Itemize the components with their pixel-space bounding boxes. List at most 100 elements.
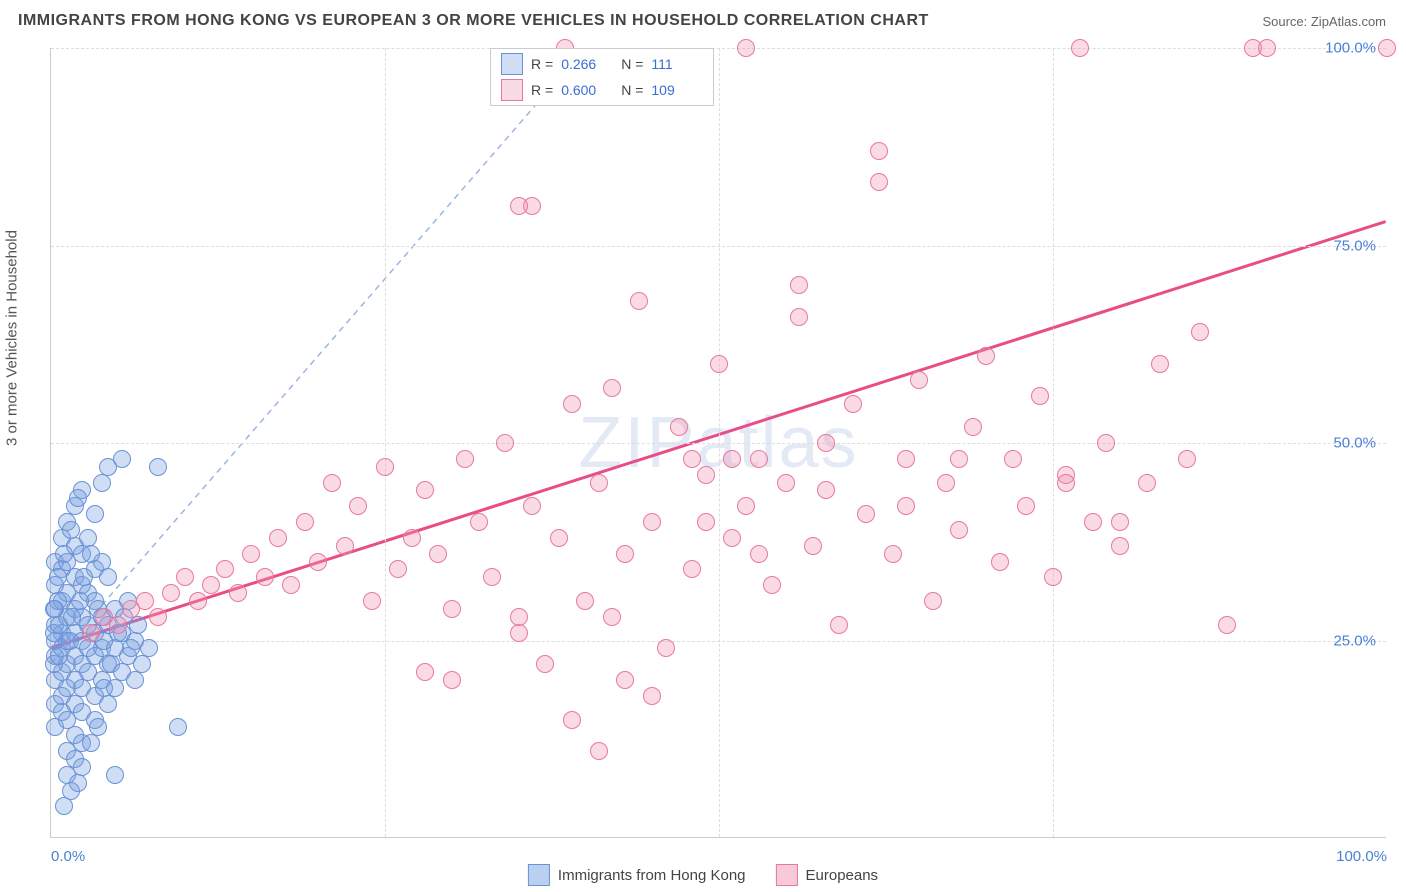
legend-swatch (501, 53, 523, 75)
scatter-marker-hk (129, 616, 147, 634)
scatter-marker-eu (1378, 39, 1396, 57)
scatter-marker-hk (93, 474, 111, 492)
scatter-marker-eu (857, 505, 875, 523)
scatter-marker-hk (99, 568, 117, 586)
scatter-marker-eu (750, 545, 768, 563)
scatter-marker-eu (1111, 537, 1129, 555)
scatter-marker-eu (737, 39, 755, 57)
scatter-marker-eu (643, 513, 661, 531)
scatter-marker-eu (282, 576, 300, 594)
gridline-vertical (719, 48, 720, 837)
chart-title: IMMIGRANTS FROM HONG KONG VS EUROPEAN 3 … (18, 12, 929, 30)
scatter-marker-eu (991, 553, 1009, 571)
scatter-marker-eu (216, 560, 234, 578)
scatter-marker-eu (1044, 568, 1062, 586)
scatter-marker-eu (550, 529, 568, 547)
scatter-marker-eu (363, 592, 381, 610)
scatter-marker-eu (336, 537, 354, 555)
scatter-marker-eu (643, 687, 661, 705)
series-legend-label: Immigrants from Hong Kong (558, 867, 746, 884)
scatter-marker-hk (55, 797, 73, 815)
scatter-marker-hk (102, 655, 120, 673)
scatter-marker-eu (1178, 450, 1196, 468)
gridline-vertical (1053, 48, 1054, 837)
scatter-marker-eu (176, 568, 194, 586)
scatter-marker-eu (884, 545, 902, 563)
y-tick-label: 50.0% (1333, 435, 1376, 452)
legend-r-value: 0.600 (561, 82, 613, 98)
scatter-marker-eu (470, 513, 488, 531)
scatter-marker-eu (1084, 513, 1102, 531)
x-tick-label: 100.0% (1336, 848, 1387, 865)
scatter-marker-eu (510, 624, 528, 642)
x-tick-label: 0.0% (51, 848, 85, 865)
scatter-marker-eu (603, 608, 621, 626)
scatter-marker-eu (1004, 450, 1022, 468)
scatter-marker-eu (723, 529, 741, 547)
scatter-marker-hk (82, 734, 100, 752)
scatter-marker-hk (55, 545, 73, 563)
scatter-marker-eu (510, 608, 528, 626)
scatter-marker-eu (750, 450, 768, 468)
scatter-marker-eu (1017, 497, 1035, 515)
scatter-marker-eu (590, 474, 608, 492)
scatter-marker-eu (817, 434, 835, 452)
scatter-marker-eu (910, 371, 928, 389)
scatter-marker-hk (50, 647, 68, 665)
scatter-marker-eu (136, 592, 154, 610)
scatter-marker-eu (82, 624, 100, 642)
scatter-marker-eu (683, 450, 701, 468)
scatter-marker-eu (844, 395, 862, 413)
scatter-marker-eu (683, 560, 701, 578)
scatter-marker-eu (1097, 434, 1115, 452)
scatter-marker-eu (189, 592, 207, 610)
scatter-marker-eu (1071, 39, 1089, 57)
scatter-marker-eu (763, 576, 781, 594)
scatter-marker-hk (99, 695, 117, 713)
scatter-marker-eu (349, 497, 367, 515)
scatter-marker-hk (122, 639, 140, 657)
scatter-marker-eu (510, 197, 528, 215)
scatter-marker-eu (1031, 387, 1049, 405)
scatter-marker-hk (71, 592, 89, 610)
scatter-marker-eu (523, 497, 541, 515)
y-tick-label: 25.0% (1333, 632, 1376, 649)
scatter-marker-eu (870, 142, 888, 160)
scatter-marker-eu (590, 742, 608, 760)
scatter-marker-eu (563, 395, 581, 413)
scatter-marker-eu (710, 355, 728, 373)
scatter-marker-eu (242, 545, 260, 563)
scatter-marker-hk (106, 766, 124, 784)
scatter-marker-hk (82, 545, 100, 563)
scatter-marker-hk (169, 718, 187, 736)
scatter-marker-eu (576, 592, 594, 610)
scatter-marker-eu (977, 347, 995, 365)
scatter-marker-hk (89, 718, 107, 736)
scatter-marker-eu (616, 671, 634, 689)
scatter-marker-eu (536, 655, 554, 673)
scatter-marker-hk (126, 671, 144, 689)
scatter-marker-hk (49, 568, 67, 586)
scatter-marker-eu (897, 450, 915, 468)
correlation-legend: R =0.266N =111R =0.600N =109 (490, 48, 714, 106)
legend-swatch (776, 864, 798, 886)
scatter-marker-eu (603, 379, 621, 397)
scatter-marker-hk (62, 521, 80, 539)
legend-r-label: R = (531, 56, 553, 72)
scatter-marker-eu (670, 418, 688, 436)
legend-n-label: N = (621, 56, 643, 72)
scatter-marker-eu (149, 608, 167, 626)
scatter-marker-eu (697, 513, 715, 531)
scatter-marker-eu (777, 474, 795, 492)
scatter-marker-eu (456, 450, 474, 468)
legend-n-value: 109 (651, 82, 703, 98)
scatter-marker-eu (403, 529, 421, 547)
scatter-marker-eu (229, 584, 247, 602)
scatter-marker-eu (309, 553, 327, 571)
scatter-marker-hk (69, 489, 87, 507)
scatter-marker-eu (1151, 355, 1169, 373)
scatter-marker-hk (95, 679, 113, 697)
scatter-chart: ZIPatlas 25.0%50.0%75.0%100.0%0.0%100.0% (50, 48, 1386, 838)
scatter-marker-eu (723, 450, 741, 468)
scatter-marker-eu (256, 568, 274, 586)
